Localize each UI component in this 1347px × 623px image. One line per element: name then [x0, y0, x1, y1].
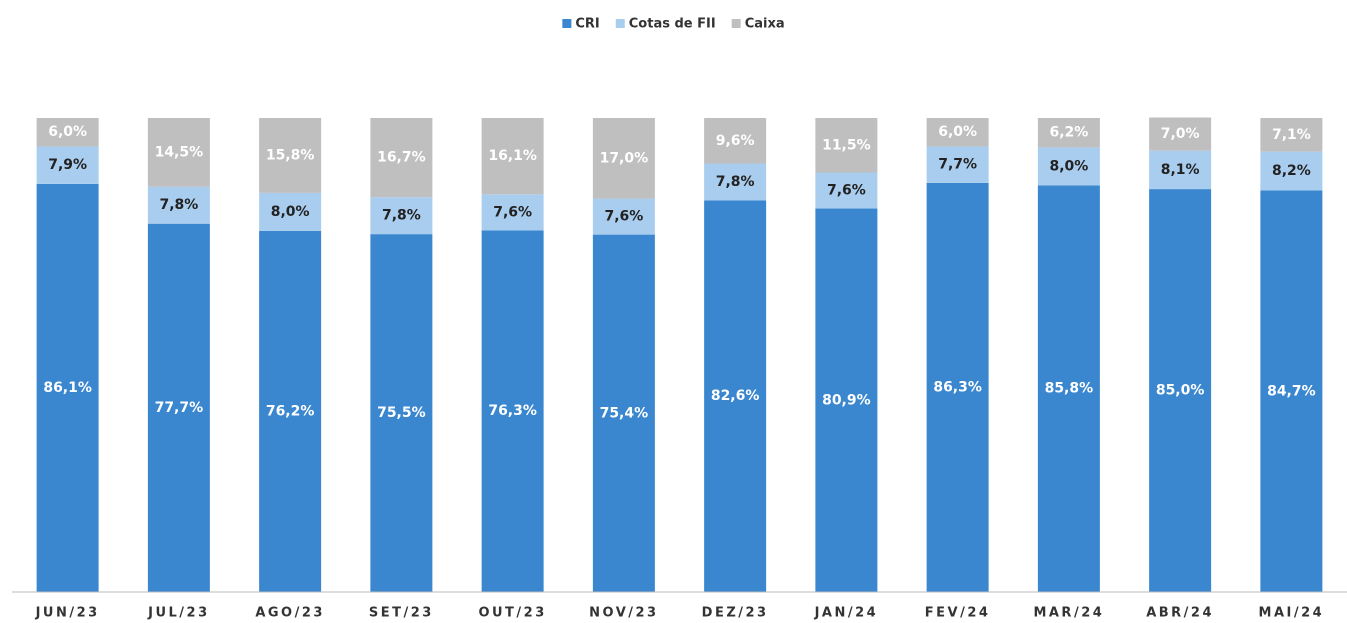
bar-segment [815, 172, 878, 209]
x-tick-label: SET/23 [369, 606, 434, 621]
bar-segment [1149, 189, 1212, 592]
x-tick-label: FEV/24 [925, 606, 991, 621]
bar-segment [147, 186, 210, 224]
value-label: 84,7% [1267, 383, 1316, 399]
value-label: 6,0% [938, 124, 977, 140]
legend: CRI Cotas de FII Caixa [562, 17, 785, 32]
bar-segment [815, 208, 878, 592]
value-label: 8,0% [1049, 158, 1088, 174]
x-tick-label: DEZ/23 [702, 606, 769, 621]
x-tick-label: OUT/23 [478, 606, 546, 621]
x-tick-label: ABR/24 [1146, 606, 1214, 621]
x-tick-label: JAN/24 [814, 606, 879, 621]
legend-label: Cotas de FII [629, 17, 716, 32]
bar-segment [147, 118, 210, 187]
bar-segment [592, 234, 655, 592]
value-label: 16,1% [488, 148, 537, 164]
legend-swatch [615, 19, 625, 28]
bar-segment [1037, 147, 1100, 186]
bar-segment [704, 163, 767, 201]
bar-segment [259, 192, 322, 231]
value-label: 86,1% [43, 380, 92, 396]
x-tick-label: AGO/23 [255, 606, 325, 621]
x-tick-label: MAI/24 [1259, 606, 1325, 621]
value-label: 15,8% [266, 147, 315, 163]
bar-segment [926, 146, 989, 183]
value-label: 7,1% [1272, 127, 1311, 143]
value-label: 7,6% [493, 204, 532, 220]
value-label: 6,2% [1049, 125, 1088, 141]
x-tick-label: NOV/23 [589, 606, 658, 621]
value-label: 75,5% [377, 405, 426, 421]
bar-segment [1037, 185, 1100, 593]
bar-segment [36, 118, 99, 147]
bar-segment [704, 200, 767, 592]
value-label: 82,6% [711, 388, 760, 404]
value-label: 7,9% [48, 157, 87, 173]
bar-segment [592, 198, 655, 235]
value-label: 80,9% [822, 392, 871, 408]
value-label: 76,2% [266, 403, 315, 419]
bar-segment [1260, 151, 1323, 191]
value-label: 85,0% [1156, 383, 1205, 399]
bar-segment [370, 197, 433, 235]
value-label: 7,8% [159, 197, 198, 213]
value-label: 86,3% [933, 379, 982, 395]
value-label: 8,0% [271, 204, 310, 220]
value-label: 7,0% [1161, 126, 1200, 142]
value-label: 85,8% [1045, 381, 1094, 397]
value-label: 76,3% [488, 403, 537, 419]
bar-segment [147, 223, 210, 592]
value-label: 7,6% [827, 183, 866, 199]
bar-segment [481, 194, 544, 231]
bar-segment [259, 230, 322, 592]
value-label: 11,5% [822, 137, 871, 153]
bar-segment [926, 118, 989, 147]
legend-swatch [731, 19, 741, 28]
value-label: 16,7% [377, 150, 426, 166]
bar-segment [36, 183, 99, 593]
bar-segment [1149, 117, 1212, 151]
value-label: 6,0% [48, 124, 87, 140]
value-label: 75,4% [600, 405, 649, 421]
bar-segment [481, 230, 544, 592]
bar-segment [592, 118, 655, 199]
bar-segment [815, 118, 878, 173]
value-label: 77,7% [155, 400, 204, 416]
value-label: 14,5% [155, 144, 204, 160]
legend-swatch [562, 19, 572, 28]
bar-segment [481, 118, 544, 195]
bar-segment [370, 234, 433, 592]
bar-segment [370, 118, 433, 198]
x-tick-label: JUN/23 [35, 606, 100, 621]
bar-segment [1260, 118, 1323, 152]
value-label: 7,7% [938, 157, 977, 173]
value-label: 7,8% [382, 208, 421, 224]
value-label: 17,0% [600, 150, 649, 166]
bar-segment [36, 146, 99, 184]
bar-segment [704, 118, 767, 164]
value-label: 8,1% [1161, 162, 1200, 178]
value-label: 9,6% [716, 133, 755, 149]
bar-segment [1260, 190, 1323, 592]
legend-label: CRI [575, 17, 599, 32]
x-tick-label: MAR/24 [1033, 606, 1104, 621]
value-label: 8,2% [1272, 163, 1311, 179]
bar-segment [1149, 150, 1212, 190]
x-tick-label: JUL/23 [147, 606, 210, 621]
bar-segment [259, 118, 322, 193]
bar-segment [1037, 118, 1100, 148]
bar-segment [926, 182, 989, 593]
legend-label: Caixa [745, 17, 785, 32]
value-label: 7,8% [716, 174, 755, 190]
value-label: 7,6% [604, 209, 643, 225]
